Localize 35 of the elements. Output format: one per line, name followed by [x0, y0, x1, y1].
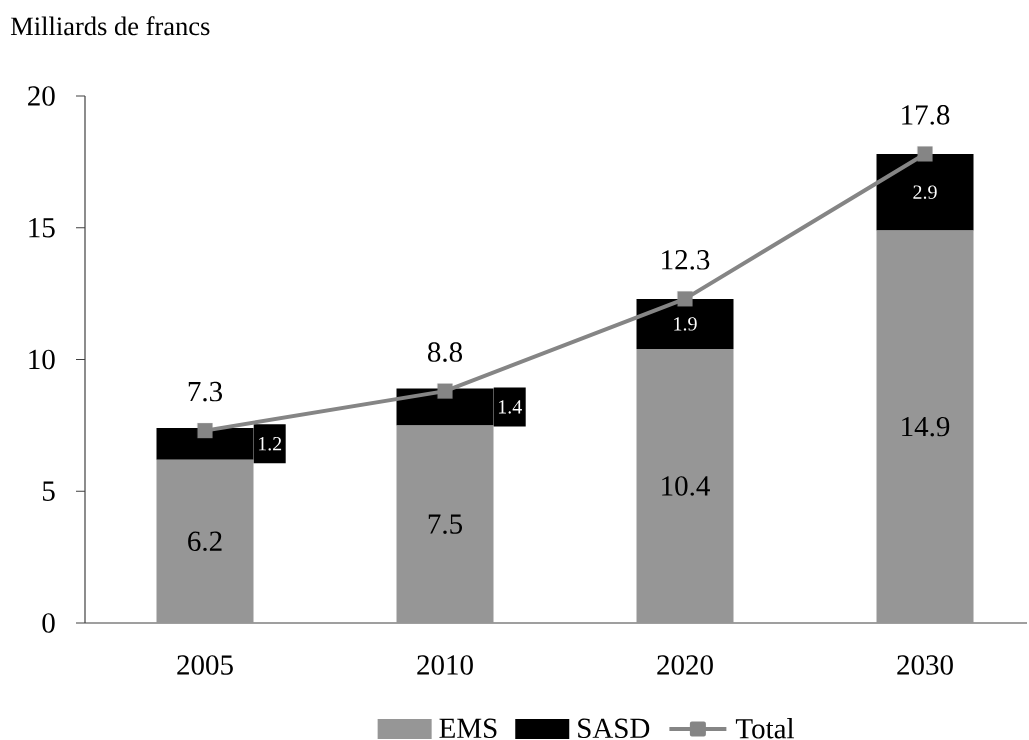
y-axis-title: Milliards de francs: [10, 16, 210, 36]
bar: [876, 153, 974, 231]
legend-label: SASD: [578, 718, 650, 739]
data-label: 6.2: [188, 531, 222, 552]
data-label: 17.8: [902, 105, 950, 125]
data-label: 1.4: [498, 400, 522, 414]
data-label: 8.8: [427, 342, 463, 362]
y-tick-label: 0: [42, 613, 55, 633]
legend-label: EMS: [439, 718, 497, 739]
bar: [636, 298, 734, 349]
bar: [636, 348, 734, 623]
point: [677, 291, 693, 307]
bar: [876, 230, 974, 623]
data-label: 1.9: [674, 317, 697, 331]
bar: [156, 459, 254, 623]
y-tick-label: 5: [42, 481, 55, 501]
legend-label: Total: [735, 718, 795, 739]
x-tick-label: 2005: [177, 655, 233, 675]
y-tick-label: 10: [29, 349, 55, 370]
data-label: 12.3: [662, 250, 710, 270]
data-label: 1.2: [258, 437, 282, 451]
data-label: 2.9: [913, 185, 937, 199]
data-label: 14.9: [902, 416, 950, 437]
data-label: 7.5: [428, 514, 463, 534]
y-tick-label: 20: [28, 86, 55, 106]
y-tick-label: 15: [29, 218, 55, 238]
x-tick-label: 2010: [417, 655, 473, 675]
point: [917, 146, 933, 162]
point: [437, 383, 453, 399]
x-tick-label: 2030: [897, 655, 953, 675]
data-label: 7.3: [188, 381, 222, 402]
bar: [396, 425, 494, 623]
point: [197, 423, 213, 439]
data-label: 10.4: [662, 476, 710, 496]
x-tick-label: 2020: [657, 655, 713, 675]
